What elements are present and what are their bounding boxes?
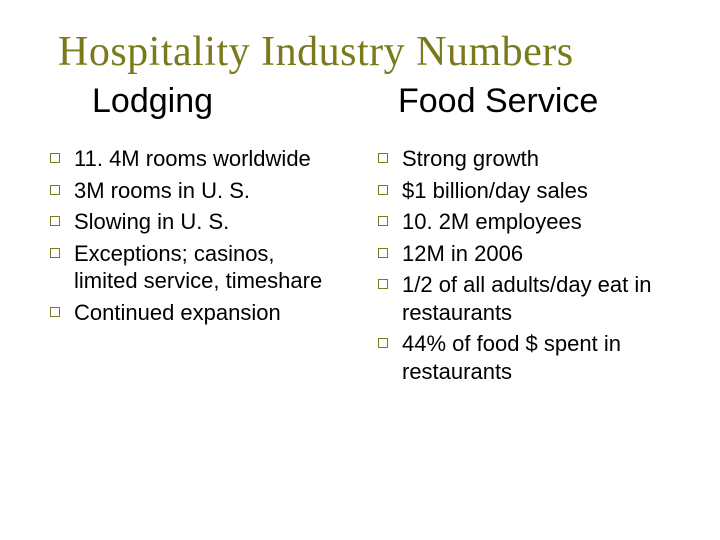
list-item: Strong growth	[378, 145, 670, 173]
list-item-text: $1 billion/day sales	[402, 177, 588, 205]
columns-container: 11. 4M rooms worldwide 3M rooms in U. S.…	[50, 145, 670, 389]
list-item-text: 12M in 2006	[402, 240, 523, 268]
list-item-text: 44% of food $ spent in restaurants	[402, 330, 670, 385]
left-column: 11. 4M rooms worldwide 3M rooms in U. S.…	[50, 145, 342, 389]
bullet-icon	[378, 338, 388, 348]
list-item-text: 11. 4M rooms worldwide	[74, 145, 311, 173]
bullet-icon	[50, 216, 60, 226]
bullet-icon	[50, 185, 60, 195]
bullet-icon	[50, 307, 60, 317]
list-item: 12M in 2006	[378, 240, 670, 268]
bullet-icon	[378, 279, 388, 289]
bullet-icon	[378, 216, 388, 226]
right-column-heading: Food Service	[364, 82, 670, 121]
slide-title: Hospitality Industry Numbers	[58, 28, 670, 76]
bullet-icon	[378, 185, 388, 195]
subheading-row: Lodging Food Service	[50, 82, 670, 121]
list-item: 1/2 of all adults/day eat in restaurants	[378, 271, 670, 326]
list-item-text: Slowing in U. S.	[74, 208, 229, 236]
left-column-heading: Lodging	[50, 82, 364, 121]
list-item-text: Strong growth	[402, 145, 539, 173]
list-item-text: Continued expansion	[74, 299, 281, 327]
list-item-text: 1/2 of all adults/day eat in restaurants	[402, 271, 670, 326]
bullet-icon	[378, 248, 388, 258]
list-item: 3M rooms in U. S.	[50, 177, 342, 205]
bullet-icon	[378, 153, 388, 163]
list-item: Slowing in U. S.	[50, 208, 342, 236]
list-item: Exceptions; casinos, limited service, ti…	[50, 240, 342, 295]
right-column: Strong growth $1 billion/day sales 10. 2…	[378, 145, 670, 389]
list-item: Continued expansion	[50, 299, 342, 327]
list-item-text: 3M rooms in U. S.	[74, 177, 250, 205]
bullet-icon	[50, 153, 60, 163]
slide: Hospitality Industry Numbers Lodging Foo…	[0, 0, 720, 540]
list-item: 44% of food $ spent in restaurants	[378, 330, 670, 385]
list-item: 11. 4M rooms worldwide	[50, 145, 342, 173]
list-item-text: Exceptions; casinos, limited service, ti…	[74, 240, 342, 295]
list-item: 10. 2M employees	[378, 208, 670, 236]
list-item: $1 billion/day sales	[378, 177, 670, 205]
bullet-icon	[50, 248, 60, 258]
list-item-text: 10. 2M employees	[402, 208, 582, 236]
